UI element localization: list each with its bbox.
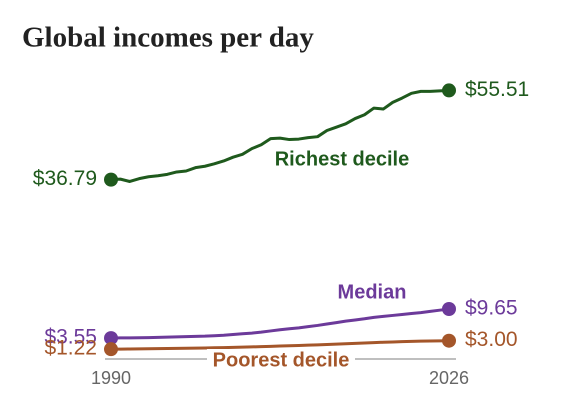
end-point (442, 302, 456, 317)
value-label: $36.79 (33, 167, 97, 190)
value-label: $55.51 (465, 78, 529, 101)
value-label: $3.00 (465, 328, 518, 351)
value-label: $9.65 (465, 297, 518, 320)
value-label: $1.22 (44, 337, 97, 360)
end-point (104, 331, 118, 346)
series-label: Median (338, 281, 407, 303)
x-tick-label: 1990 (91, 368, 131, 388)
series-label: Poorest decile (213, 349, 350, 371)
series-line (110, 88, 450, 183)
x-tick-label: 2026 (429, 368, 469, 388)
end-point (442, 333, 456, 348)
series-label: Richest decile (275, 148, 410, 170)
end-point (442, 83, 456, 98)
label-background (207, 349, 355, 373)
value-label: $3.55 (44, 326, 97, 349)
series-line (110, 339, 450, 351)
end-point (104, 342, 118, 357)
series-line (110, 307, 450, 340)
end-point (104, 172, 118, 187)
chart-title: Global incomes per day (22, 22, 314, 54)
